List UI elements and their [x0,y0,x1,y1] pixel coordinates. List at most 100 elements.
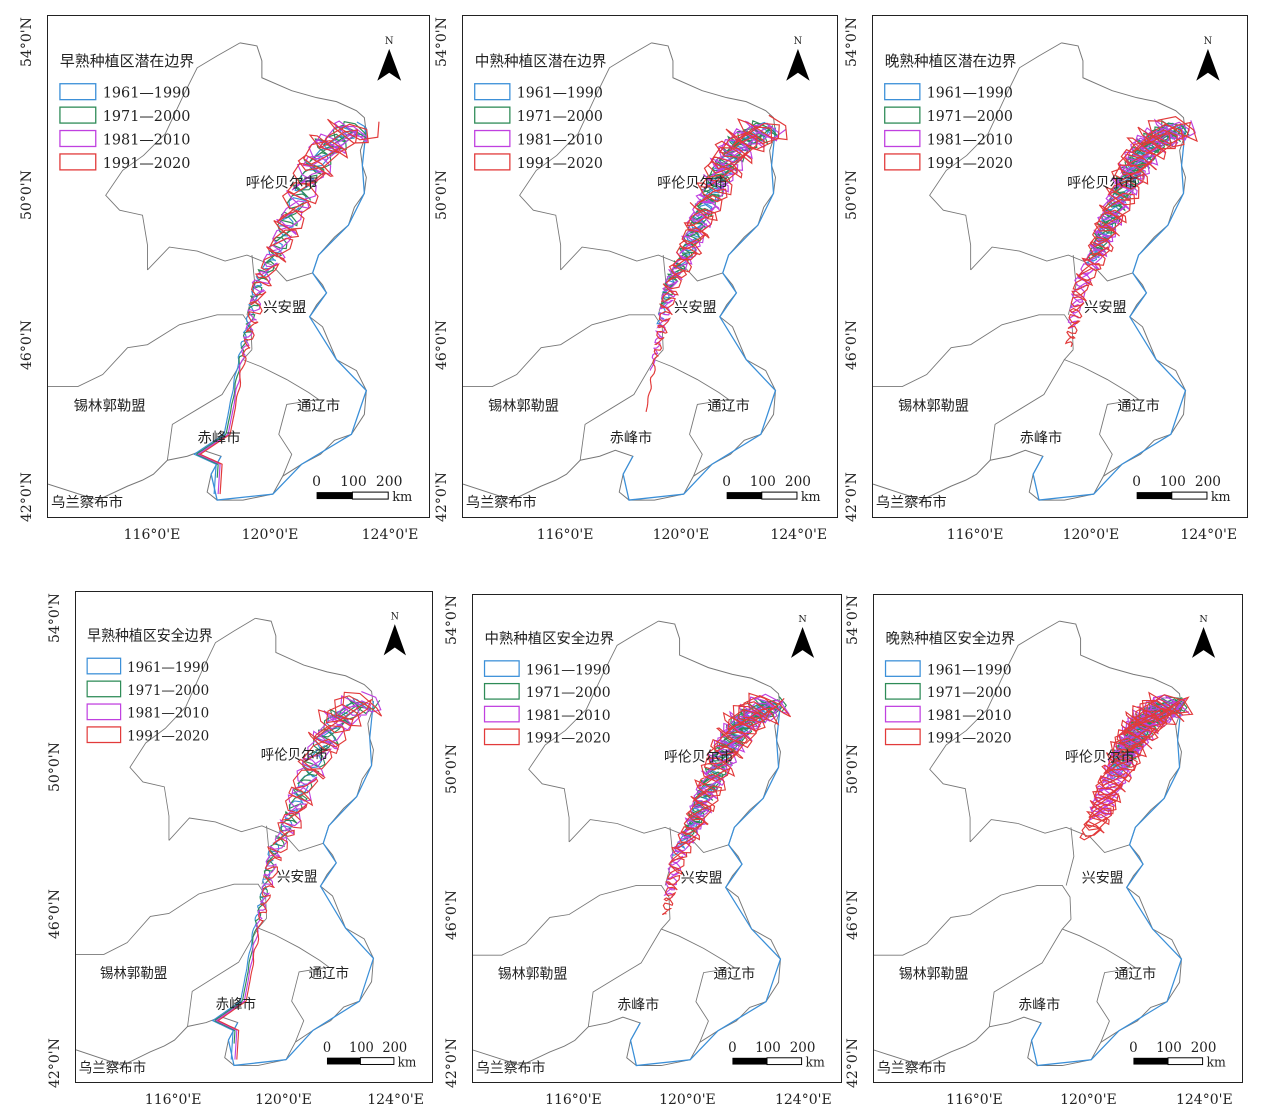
lon-tick-label: 116°0'E [144,1092,202,1108]
scale-unit: km [1206,1054,1226,1069]
legend-label: 1961—1990 [127,660,209,676]
region-boundary [568,819,729,854]
scale-bar-white [351,491,389,500]
legend-swatch [884,153,921,171]
scale-bar-black [732,1057,768,1065]
boundary-line-1981—2010 [196,120,368,495]
lon-tick-label: 124°0'E [770,527,828,543]
lat-tick-label: 50°0'N [444,744,460,795]
map-panel-1: 早熟种植区潜在边界 1961—1990 1971—2000 1981—2010 1991… [47,15,430,518]
scale-label: 200 [1195,474,1221,490]
legend-label: 1981—2010 [127,705,209,721]
legend-swatch [884,106,921,124]
north-arrow-icon [377,48,402,81]
legend-swatch [59,83,97,101]
map-frame: 早熟种植区潜在边界 1961—1990 1971—2000 1981—2010 1991… [47,15,430,518]
legend-swatch [474,153,511,171]
map-frame: 早熟种植区安全边界 1961—1990 1971—2000 1981—2010 1991… [75,591,433,1083]
city-label: 赤峰市 [197,429,240,446]
lon-tick-label: 124°0'E [1180,527,1238,543]
scale-label: 0 [312,474,321,490]
region-outline [874,620,1182,1067]
city-label: 通辽市 [707,397,749,414]
region-boundary [587,928,662,1027]
lat-tick-label: 46°0'N [434,320,450,370]
region-boundary [929,42,1062,270]
region-boundary [989,359,1065,461]
legend-swatch [884,129,921,148]
lon-tick-label: 116°0'E [946,527,1004,543]
legend-swatch [884,83,921,101]
city-label: 呼伦贝尔市 [664,748,734,765]
region-boundary [519,42,652,270]
region-boundary [291,966,329,1043]
city-label: 乌兰察布市 [877,1059,947,1076]
map-frame: 晚熟种植区安全边界 1961—1990 1971—2000 1981—2010 1991… [873,594,1243,1083]
region-outline [873,42,1186,501]
boundary-east-1961-1990 [210,127,368,501]
panel-title: 晚熟种植区潜在边界 [885,53,1017,70]
legend-label: 1991—2020 [927,731,1012,747]
city-label: 呼伦贝尔市 [1067,174,1138,191]
region-boundary [1099,399,1139,477]
legend-label: 1981—2010 [103,132,191,148]
lat-tick-label: 42°0'N [434,472,450,522]
lon-tick-label: 120°0'E [255,1092,312,1108]
city-label: 赤峰市 [617,996,659,1013]
north-arrow-icon [1196,48,1220,81]
city-label: 赤峰市 [610,429,652,446]
panel-title: 早熟种植区潜在边界 [60,52,194,70]
boundary-east-1961-1990 [1032,127,1187,501]
city-label: 锡林郭勒盟 [100,964,168,981]
region-boundary [242,349,319,400]
legend-swatch [483,705,520,723]
lon-tick-label: 116°0'E [946,1092,1003,1108]
city-label: 锡林郭勒盟 [74,397,146,414]
region-boundary [473,885,671,956]
legend-label: 1971—2000 [127,682,209,698]
city-label: 锡林郭勒盟 [898,397,969,414]
legend-swatch [86,703,122,721]
city-label: 呼伦贝尔市 [1065,748,1135,765]
region-boundary [929,620,1060,842]
legend-label: 1961—1990 [526,662,611,678]
scale-label: 100 [340,474,367,490]
legend-label: 1961—1990 [927,662,1012,678]
scale-label: 100 [349,1041,374,1056]
city-label: 乌兰察布市 [876,493,947,511]
map-panel-3: 晚熟种植区潜在边界 1961—1990 1971—2000 1981—2010 1991… [872,15,1248,518]
city-label: 呼伦贝尔市 [657,174,728,191]
city-label: 通辽市 [713,965,755,982]
region-boundary [278,399,319,477]
boundary-line-1981—2010 [1067,118,1196,329]
legend-swatch [884,728,921,746]
lon-tick-label: 120°0'E [1060,1092,1117,1108]
region-boundary [463,314,664,387]
city-label: 通辽市 [1117,397,1159,414]
lat-tick-label: 42°0'N [47,1037,63,1088]
lon-tick-label: 120°0'E [1062,527,1120,543]
lat-tick-label: 50°0'N [844,170,860,220]
legend-label: 1971—2000 [517,109,603,125]
legend-label: 1981—2010 [526,708,611,724]
legend-swatch [884,682,921,700]
boundary-line-1991—2020 [645,114,788,413]
lat-tick-label: 54°0'N [444,595,460,646]
map-frame: 中熟种植区安全边界 1961—1990 1971—2000 1981—2010 1991… [472,594,842,1083]
map-panel-4: 早熟种植区安全边界 1961—1990 1971—2000 1981—2010 1991… [75,591,433,1083]
lon-tick-label: 124°0'E [774,1092,832,1108]
boundary-east-1961-1990 [622,127,777,501]
scale-bar-white [1171,491,1208,500]
region-boundary [970,246,1133,282]
legend-label: 1971—2000 [927,685,1012,701]
lon-tick-label: 124°0'E [361,527,419,543]
north-label: N [794,36,803,47]
city-label: 通辽市 [309,964,350,981]
scale-label: 100 [755,1040,781,1056]
region-boundary [579,359,655,461]
legend-label: 1991—2020 [127,728,209,744]
map-panel-6: 晚熟种植区安全边界 1961—1990 1971—2000 1981—2010 1991… [873,594,1243,1083]
scale-unit: km [805,1054,825,1069]
region-boundary [147,246,313,282]
city-label: 锡林郭勒盟 [488,397,559,414]
